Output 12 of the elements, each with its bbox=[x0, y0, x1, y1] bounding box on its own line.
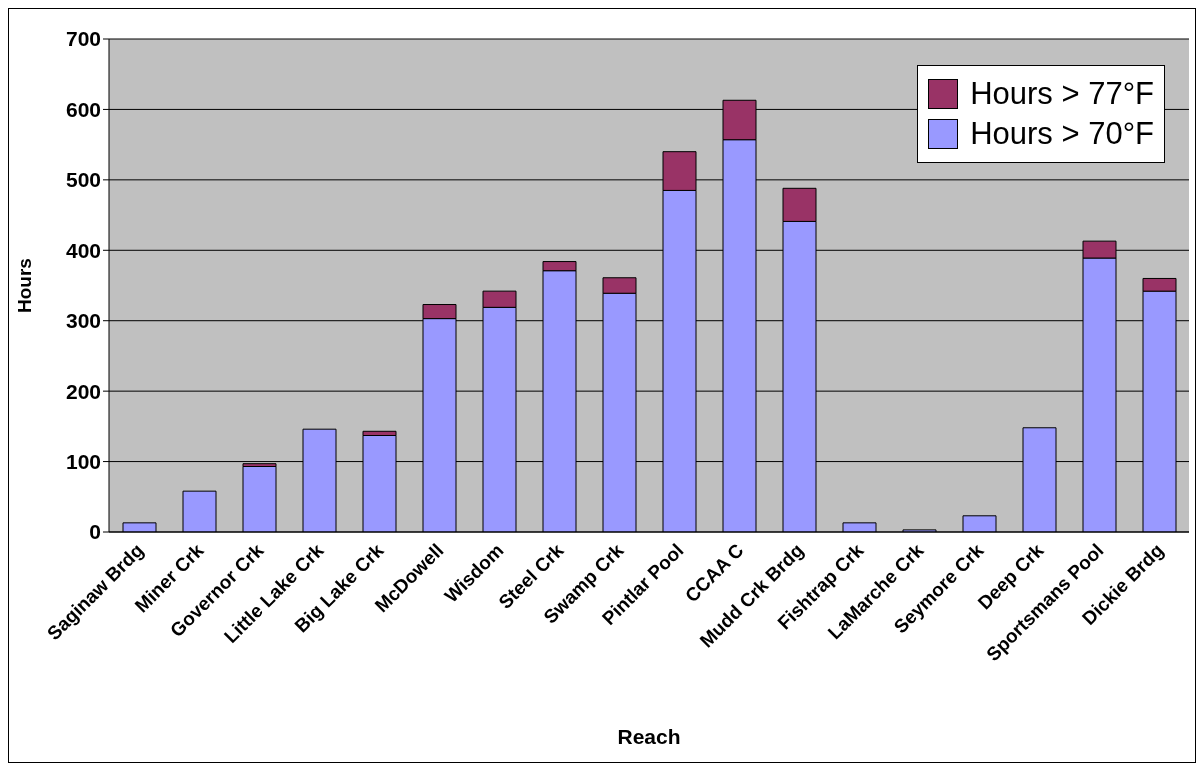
legend-label: Hours > 70°F bbox=[970, 116, 1154, 152]
y-tick-label: 100 bbox=[65, 450, 101, 474]
x-axis-title: Reach bbox=[617, 725, 681, 748]
y-tick-label: 400 bbox=[65, 238, 101, 262]
legend-label: Hours > 77°F bbox=[970, 76, 1154, 112]
y-tick-label: 300 bbox=[65, 309, 101, 333]
y-tick-label: 200 bbox=[65, 379, 101, 403]
y-tick-label: 0 bbox=[89, 520, 101, 544]
y-axis-title: Hours bbox=[13, 258, 35, 313]
y-tick-label: 600 bbox=[65, 97, 101, 121]
y-tick-label: 700 bbox=[65, 27, 101, 51]
y-tick-label: 500 bbox=[65, 168, 101, 192]
